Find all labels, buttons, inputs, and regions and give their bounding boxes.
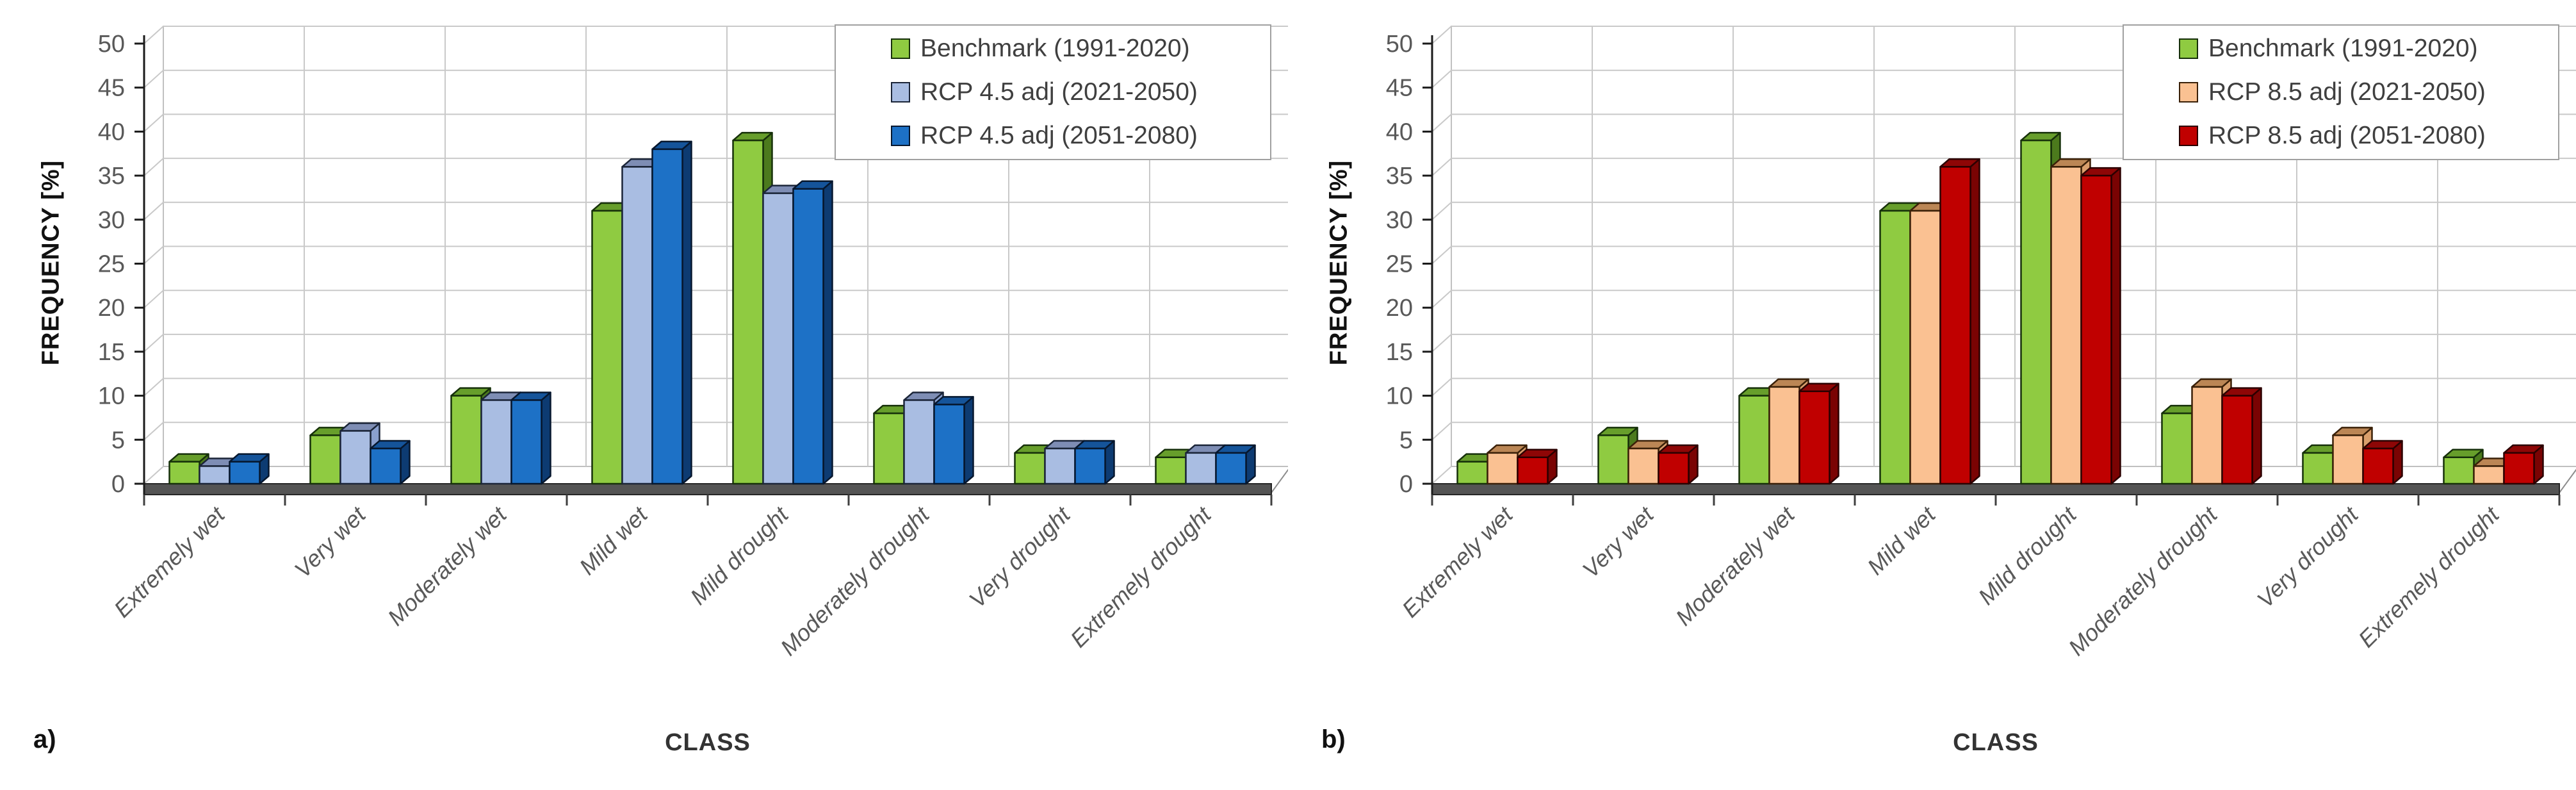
- x-axis-title: CLASS: [665, 729, 751, 756]
- legend-swatch: [891, 38, 910, 59]
- svg-text:35: 35: [98, 163, 125, 190]
- panel-letter: a): [33, 725, 56, 753]
- svg-text:40: 40: [1386, 119, 1413, 145]
- svg-text:20: 20: [98, 295, 125, 322]
- panel-letter: b): [1321, 725, 1346, 753]
- svg-text:Mild drought: Mild drought: [1973, 500, 2082, 609]
- svg-text:Extremely wet: Extremely wet: [1397, 500, 1519, 622]
- legend-swatch: [2179, 38, 2198, 59]
- svg-text:Extremely wet: Extremely wet: [109, 500, 231, 622]
- svg-text:Very wet: Very wet: [289, 500, 371, 582]
- svg-text:0: 0: [111, 471, 125, 498]
- legend-label: Benchmark (1991-2020): [920, 35, 1190, 62]
- svg-text:Very drought: Very drought: [2252, 500, 2364, 613]
- chart-b: 0 5 10 15 20 25 30 35 40 45 50 Extremely wet Very we…: [1386, 26, 2576, 661]
- svg-text:20: 20: [1386, 295, 1413, 322]
- svg-text:Moderately drought: Moderately drought: [775, 500, 935, 661]
- svg-text:10: 10: [1386, 383, 1413, 410]
- svg-text:Mild wet: Mild wet: [1862, 500, 1941, 580]
- svg-text:5: 5: [111, 427, 125, 454]
- legend-item: Benchmark (1991-2020): [891, 28, 1270, 69]
- legend: Benchmark (1991-2020) RCP 4.5 adj (2021-…: [835, 24, 1271, 160]
- legend-label: RCP 4.5 adj (2021-2050): [920, 78, 1198, 106]
- svg-text:30: 30: [1386, 207, 1413, 234]
- svg-text:30: 30: [98, 207, 125, 234]
- legend-label: Benchmark (1991-2020): [2208, 35, 2478, 62]
- svg-text:25: 25: [98, 251, 125, 278]
- legend-label: RCP 8.5 adj (2051-2080): [2208, 122, 2486, 149]
- svg-text:50: 50: [98, 31, 125, 58]
- svg-text:Extremely drought: Extremely drought: [2353, 500, 2505, 652]
- svg-text:0: 0: [1399, 471, 1413, 498]
- y-axis-title: FREQUENCY [%]: [37, 160, 65, 366]
- legend-item: RCP 8.5 adj (2021-2050): [2179, 72, 2558, 113]
- svg-text:45: 45: [1386, 75, 1413, 102]
- svg-text:Mild wet: Mild wet: [574, 500, 653, 580]
- svg-text:5: 5: [1399, 427, 1413, 454]
- legend-item: RCP 8.5 adj (2051-2080): [2179, 115, 2558, 156]
- legend-swatch: [891, 126, 910, 146]
- svg-text:35: 35: [1386, 163, 1413, 190]
- svg-text:Very wet: Very wet: [1577, 500, 1659, 582]
- legend-label: RCP 4.5 adj (2051-2080): [920, 122, 1198, 149]
- svg-text:15: 15: [1386, 339, 1413, 366]
- panel-a: 0 5 10 15 20 25 30 35 40 45 50 Extremely wet Very we…: [33, 24, 1288, 756]
- svg-text:10: 10: [98, 383, 125, 410]
- svg-text:45: 45: [98, 75, 125, 102]
- svg-text:Moderately wet: Moderately wet: [1670, 500, 1800, 630]
- svg-text:Very drought: Very drought: [964, 500, 1076, 613]
- legend-label: RCP 8.5 adj (2021-2050): [2208, 78, 2486, 106]
- svg-text:25: 25: [1386, 251, 1413, 278]
- svg-text:40: 40: [98, 119, 125, 145]
- svg-text:Moderately wet: Moderately wet: [382, 500, 512, 630]
- panel-b: 0 5 10 15 20 25 30 35 40 45 50 Extremely wet Very we…: [1288, 0, 2576, 790]
- svg-text:Mild drought: Mild drought: [685, 500, 794, 609]
- svg-text:15: 15: [98, 339, 125, 366]
- legend-swatch: [891, 82, 910, 103]
- legend-item: Benchmark (1991-2020): [2179, 28, 2558, 69]
- legend-item: RCP 4.5 adj (2021-2050): [891, 72, 1270, 113]
- legend-swatch: [2179, 82, 2198, 103]
- legend-item: RCP 4.5 adj (2051-2080): [891, 115, 1270, 156]
- legend: Benchmark (1991-2020) RCP 8.5 adj (2021-…: [2123, 24, 2559, 160]
- legend-swatch: [2179, 126, 2198, 146]
- svg-text:Extremely drought: Extremely drought: [1065, 500, 1217, 652]
- y-axis-title: FREQUENCY [%]: [1325, 160, 1353, 366]
- x-axis-title: CLASS: [1953, 729, 2039, 756]
- svg-text:50: 50: [1386, 31, 1413, 58]
- svg-text:Moderately drought: Moderately drought: [2063, 500, 2223, 661]
